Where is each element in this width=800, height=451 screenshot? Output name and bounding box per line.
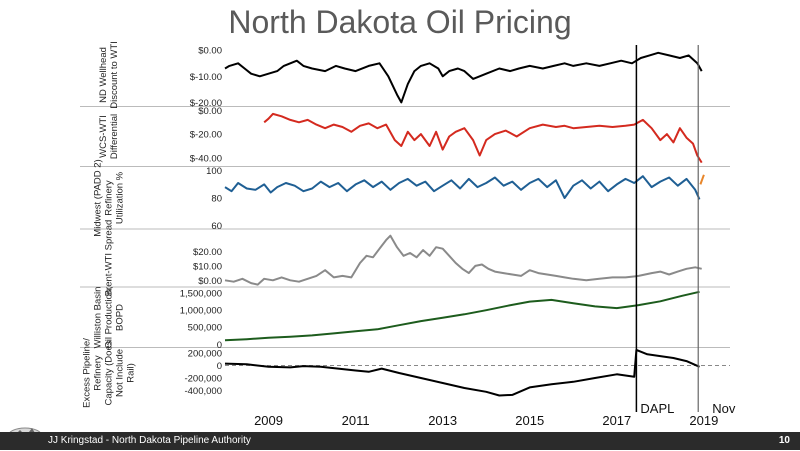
panel-label: Excess Pipeline/RefineryCapacity (DoesNo…	[82, 338, 137, 408]
panel-label-line: ND Wellhead	[98, 47, 109, 103]
series-line	[224, 348, 700, 397]
panel-label-line: Williston Basin	[93, 287, 104, 349]
event-label: Nov	[712, 401, 736, 416]
slide-title: North Dakota Oil Pricing	[228, 4, 572, 40]
panel-label-line: Differential	[109, 114, 120, 159]
y-tick-label: $0.00	[198, 46, 222, 57]
y-tick-label: 80	[211, 194, 222, 205]
panel-label: WCS-WTIDifferential	[98, 114, 120, 159]
x-tick-label: 2017	[602, 413, 631, 428]
y-tick-label: $20.00	[193, 247, 222, 258]
panel-label-line: Capacity (Does	[104, 340, 115, 405]
panel-label-line: Oil Production,	[104, 286, 115, 348]
y-tick-label: 1,000,000	[180, 306, 222, 317]
y-tick-label: 200,000	[188, 349, 222, 360]
panel-label-line: Utilization %	[115, 171, 126, 224]
y-tick-label: $0.00	[198, 106, 222, 117]
series-line	[224, 290, 700, 342]
series-line	[224, 175, 701, 200]
x-tick-label: 2009	[254, 413, 283, 428]
x-tick-label: 2013	[428, 413, 457, 428]
y-tick-label: $-10.00	[190, 72, 222, 83]
panel-label: Midwest (PADD 2)RefineryUtilization %	[93, 159, 126, 236]
panel-label: ND WellheadDiscount to WTI	[98, 41, 120, 109]
series-line-accent	[699, 174, 705, 185]
stacked-chart: $0.00 $-10.00 $-20.00 ND WellheadDiscount t…	[80, 41, 736, 428]
y-tick-label: $-40.00	[190, 153, 222, 164]
y-tick-label: 0	[217, 361, 222, 372]
x-tick-label: 2019	[689, 413, 718, 428]
panel-label-line: Discount to WTI	[109, 41, 120, 109]
y-tick-label: 500,000	[188, 323, 222, 334]
panel-label-line: Brent-WTI Spread	[104, 220, 115, 297]
page-number: 10	[778, 435, 790, 446]
footer-credit: JJ Kringstad - North Dakota Pipeline Aut…	[48, 435, 251, 446]
panel-label-line: Refinery	[93, 355, 104, 391]
y-tick-label: $-20.00	[190, 98, 222, 109]
series-line	[263, 112, 703, 164]
y-tick-label: $-20.00	[190, 130, 222, 141]
series-line	[224, 234, 702, 286]
panel-label-line: Midwest (PADD 2)	[93, 159, 104, 236]
y-tick-label: $0.00	[198, 276, 222, 287]
y-tick-label: 100	[206, 166, 222, 177]
panel-label-line: Rail)	[126, 363, 137, 383]
x-tick-label: 2011	[342, 413, 370, 428]
y-tick-label: -200,000	[184, 374, 222, 385]
slide-footer: JJ Kringstad - North Dakota Pipeline Aut…	[0, 432, 800, 450]
series-line	[224, 51, 703, 104]
panel-label-line: Not Include	[115, 349, 126, 397]
event-label: DAPL	[640, 401, 674, 416]
panel-label-line: BOPD	[115, 304, 126, 331]
y-tick-label: $10.00	[193, 261, 222, 272]
panel-label: Williston BasinOil Production,BOPD	[93, 286, 126, 348]
panel-label-line: WCS-WTI	[98, 115, 109, 158]
y-tick-label: 60	[211, 221, 222, 232]
y-tick-label: -400,000	[184, 386, 222, 397]
x-tick-label: 2015	[515, 413, 544, 428]
panel-label: Brent-WTI Spread	[104, 220, 115, 297]
panel-label-line: Refinery	[104, 180, 115, 216]
y-tick-label: 0	[217, 340, 222, 351]
panel-label-line: Excess Pipeline/	[82, 338, 93, 408]
y-tick-label: 1,500,000	[180, 289, 222, 300]
